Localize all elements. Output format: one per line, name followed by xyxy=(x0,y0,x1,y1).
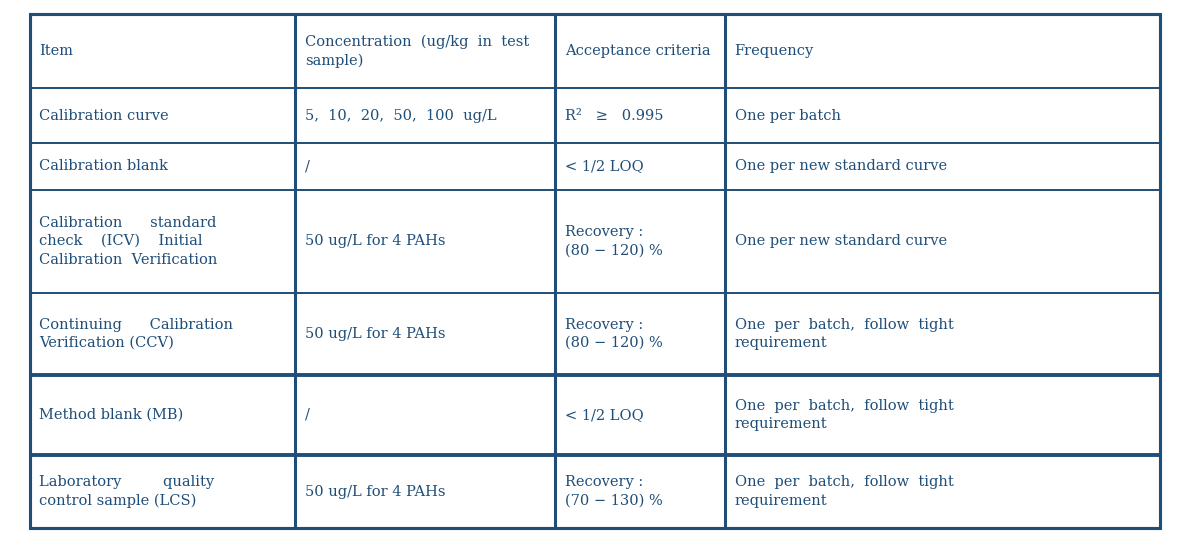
Text: Calibration curve: Calibration curve xyxy=(39,109,169,122)
Text: < 1/2 LOQ: < 1/2 LOQ xyxy=(565,408,644,422)
Bar xyxy=(295,88,556,143)
Text: Recovery :
(70 − 130) %: Recovery : (70 − 130) % xyxy=(565,475,663,508)
Text: Laboratory         quality
control sample (LCS): Laboratory quality control sample (LCS) xyxy=(39,475,214,508)
Text: Acceptance criteria: Acceptance criteria xyxy=(565,44,710,58)
Text: One per new standard curve: One per new standard curve xyxy=(734,159,947,173)
Bar xyxy=(295,375,556,455)
Text: Concentration  (ug/kg  in  test
sample): Concentration (ug/kg in test sample) xyxy=(305,34,530,68)
Bar xyxy=(30,190,295,293)
Text: 50 ug/L for 4 PAHs: 50 ug/L for 4 PAHs xyxy=(305,485,445,499)
Bar xyxy=(295,14,556,88)
Text: < 1/2 LOQ: < 1/2 LOQ xyxy=(565,159,644,173)
Text: Frequency: Frequency xyxy=(734,44,814,58)
Text: One per new standard curve: One per new standard curve xyxy=(734,234,947,248)
Text: 50 ug/L for 4 PAHs: 50 ug/L for 4 PAHs xyxy=(305,327,445,341)
Bar xyxy=(30,455,295,528)
Text: One  per  batch,  follow  tight
requirement: One per batch, follow tight requirement xyxy=(734,475,953,508)
Text: One  per  batch,  follow  tight
requirement: One per batch, follow tight requirement xyxy=(734,399,953,431)
Bar xyxy=(725,375,1160,455)
Text: 50 ug/L for 4 PAHs: 50 ug/L for 4 PAHs xyxy=(305,234,445,248)
Text: 5,  10,  20,  50,  100  ug/L: 5, 10, 20, 50, 100 ug/L xyxy=(305,109,496,122)
Bar xyxy=(725,190,1160,293)
Bar xyxy=(725,293,1160,375)
Text: Recovery :
(80 − 120) %: Recovery : (80 − 120) % xyxy=(565,318,663,350)
Bar xyxy=(725,143,1160,190)
Text: One per batch: One per batch xyxy=(734,109,840,122)
Bar xyxy=(556,88,725,143)
Text: /: / xyxy=(305,408,309,422)
Bar xyxy=(30,375,295,455)
Bar xyxy=(725,88,1160,143)
Bar xyxy=(556,143,725,190)
Bar xyxy=(725,455,1160,528)
Bar xyxy=(30,293,295,375)
Text: Calibration blank: Calibration blank xyxy=(39,159,168,173)
Text: One  per  batch,  follow  tight
requirement: One per batch, follow tight requirement xyxy=(734,318,953,350)
Text: Continuing      Calibration
Verification (CCV): Continuing Calibration Verification (CCV… xyxy=(39,318,233,350)
Bar xyxy=(556,375,725,455)
Text: Calibration      standard
check    (ICV)    Initial
Calibration  Verification: Calibration standard check (ICV) Initial… xyxy=(39,216,218,267)
Bar xyxy=(295,190,556,293)
Bar xyxy=(556,14,725,88)
Bar xyxy=(30,143,295,190)
Text: Method blank (MB): Method blank (MB) xyxy=(39,408,183,422)
Text: /: / xyxy=(305,159,309,173)
Text: R²   ≥   0.995: R² ≥ 0.995 xyxy=(565,109,664,122)
Bar xyxy=(295,455,556,528)
Text: Item: Item xyxy=(39,44,74,58)
Bar xyxy=(30,14,295,88)
Bar xyxy=(295,293,556,375)
Bar xyxy=(725,14,1160,88)
Bar xyxy=(556,190,725,293)
Text: Recovery :
(80 − 120) %: Recovery : (80 − 120) % xyxy=(565,225,663,257)
Bar xyxy=(295,143,556,190)
Bar xyxy=(30,88,295,143)
Bar xyxy=(556,455,725,528)
Bar xyxy=(556,293,725,375)
